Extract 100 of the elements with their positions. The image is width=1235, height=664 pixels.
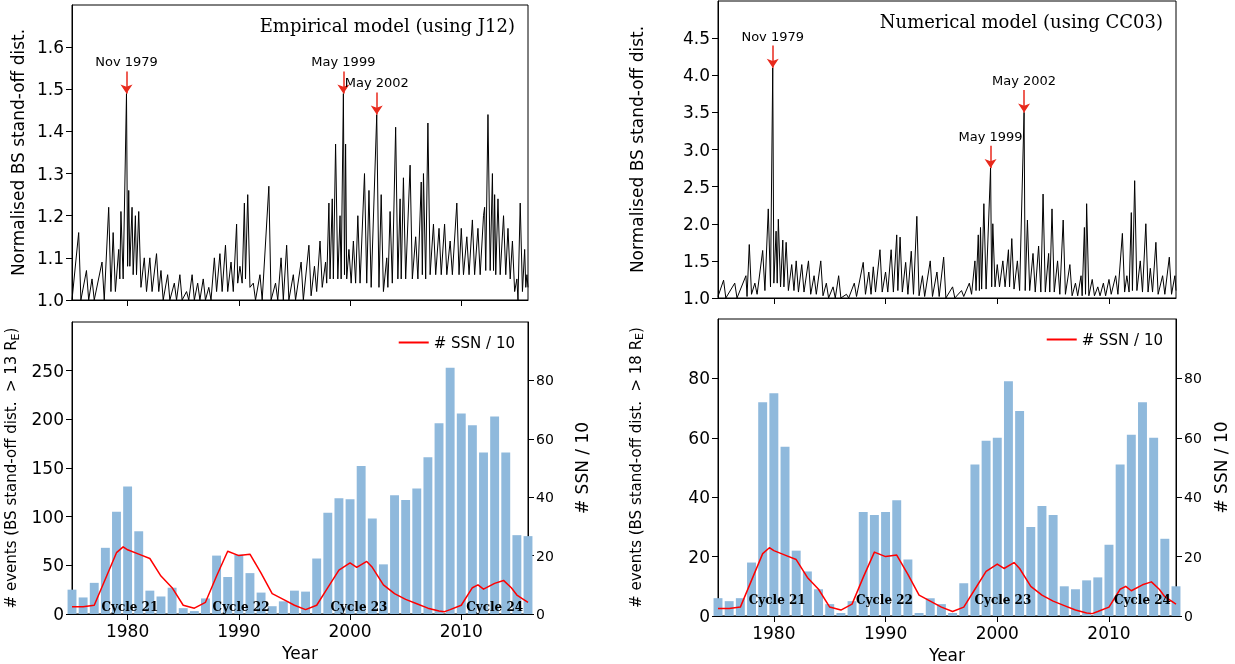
text: Numerical model (using CC03) [879, 10, 1164, 32]
legend-label: # SSN / 10 [1081, 330, 1163, 349]
bar [925, 598, 935, 616]
bar [267, 606, 277, 614]
y-tick-label: 3.0 [682, 139, 710, 160]
y2-axis-title: # SSN / 10 [1211, 421, 1232, 514]
y2-axis-title: # SSN / 10 [571, 421, 592, 515]
bar [312, 558, 322, 614]
y-tick-label: 200 [31, 409, 64, 430]
y2-tick-label: 40 [1184, 489, 1202, 506]
y2-tick-label: 40 [536, 489, 554, 506]
annotation: Cycle 22 [855, 592, 913, 607]
y2-tick-label: 0 [536, 606, 545, 622]
bar [278, 601, 288, 614]
bar [178, 608, 188, 614]
y-axis-title: # events (BS stand-off dist. > 18 RE) [626, 327, 646, 608]
y-axis-title: # events (BS stand-off dist. > 13 RE) [2, 327, 22, 609]
bar [1071, 589, 1080, 616]
y-tick-label: 250 [31, 360, 64, 381]
y-tick-label: 0 [699, 606, 710, 626]
bar [847, 601, 857, 616]
y2-tick-label: 80 [536, 372, 554, 389]
bar [156, 596, 166, 614]
y-tick-label: 4.5 [682, 28, 710, 49]
annotation: May 1999 [311, 54, 376, 70]
bar [89, 582, 99, 614]
y-tick-label: 1.3 [36, 163, 64, 184]
bar [1059, 586, 1069, 616]
y-tick-label: 1.0 [36, 290, 64, 310]
y-tick-label: 20 [688, 546, 710, 567]
y2-tick-label: 60 [1184, 429, 1202, 446]
y2-tick-label: 60 [536, 430, 554, 447]
bar [914, 613, 924, 616]
annotation: Cycle 24 [466, 600, 524, 615]
y-tick-label: 1.6 [36, 37, 64, 58]
bar [323, 512, 333, 614]
bar [289, 590, 299, 614]
y2-tick-label: 0 [1184, 608, 1193, 624]
bar [814, 589, 823, 616]
annotation: Cycle 22 [212, 600, 270, 615]
y-tick-label: 150 [31, 458, 64, 478]
y-tick-label: 1.4 [36, 121, 64, 142]
bar [189, 611, 199, 614]
y-tick-label: 40 [688, 487, 710, 508]
annotation: Cycle 23 [330, 600, 388, 615]
bar [423, 457, 433, 614]
annotation: Nov 1979 [741, 28, 805, 44]
bar [445, 367, 455, 614]
y-tick-label: 3.5 [682, 102, 710, 123]
annotation: Cycle 24 [1114, 592, 1171, 607]
y-tick-label: 1.2 [36, 205, 64, 226]
y2-tick-label: 20 [536, 547, 554, 564]
x-tick-label: 2010 [439, 620, 483, 641]
bar [390, 495, 399, 614]
y-tick-label: 2.0 [682, 213, 710, 234]
y-tick-label: 1.5 [682, 250, 710, 271]
annotation: Cycle 23 [974, 592, 1032, 607]
annotation: Cycle 21 [748, 592, 806, 607]
annotation: Nov 1979 [95, 54, 158, 70]
annotation: Cycle 21 [101, 600, 159, 615]
y2-tick-label: 20 [1184, 548, 1202, 565]
y-tick-label: 80 [688, 368, 710, 389]
x-tick-label: 1990 [863, 622, 908, 643]
bar [167, 587, 177, 614]
bar [78, 597, 88, 614]
y-tick-label: 0 [53, 604, 64, 624]
bar [1082, 580, 1092, 616]
text: Empirical model (using J12) [259, 14, 516, 36]
legend-label: # SSN / 10 [433, 333, 515, 352]
bar [1048, 515, 1058, 616]
annotation: May 2002 [992, 73, 1057, 89]
y-tick-label: 1.1 [36, 247, 64, 268]
bar [412, 488, 422, 614]
x-tick-label: 1990 [217, 620, 261, 641]
bar [401, 500, 411, 614]
bar [948, 613, 958, 616]
x-tick-label: 1980 [105, 620, 150, 641]
bar [724, 601, 734, 616]
y-tick-label: 60 [688, 427, 710, 448]
y2-tick-label: 80 [1184, 370, 1202, 387]
bar [456, 413, 466, 614]
annotation: May 2002 [344, 75, 409, 91]
x-axis-title: Year [928, 644, 965, 664]
y-tick-label: 4.0 [682, 65, 710, 86]
x-axis-title: Year [281, 642, 318, 663]
x-tick-label: 2010 [1087, 622, 1131, 643]
bar [959, 583, 969, 616]
y-tick-label: 1.0 [682, 288, 710, 308]
bar [1093, 577, 1103, 616]
x-tick-label: 2000 [975, 622, 1019, 643]
x-tick-label: 2000 [328, 620, 372, 641]
y-tick-label: 1.5 [36, 79, 64, 100]
bar [301, 591, 311, 614]
annotation: May 1999 [958, 128, 1023, 144]
y-tick-label: 100 [31, 506, 64, 527]
y-axis-title: Normalised BS stand-off dist. [626, 25, 647, 274]
bar [1037, 506, 1047, 616]
y-axis-title: Normalised BS stand-off dist. [7, 28, 28, 277]
y-tick-label: 50 [42, 555, 64, 576]
y-tick-label: 2.5 [682, 176, 710, 197]
